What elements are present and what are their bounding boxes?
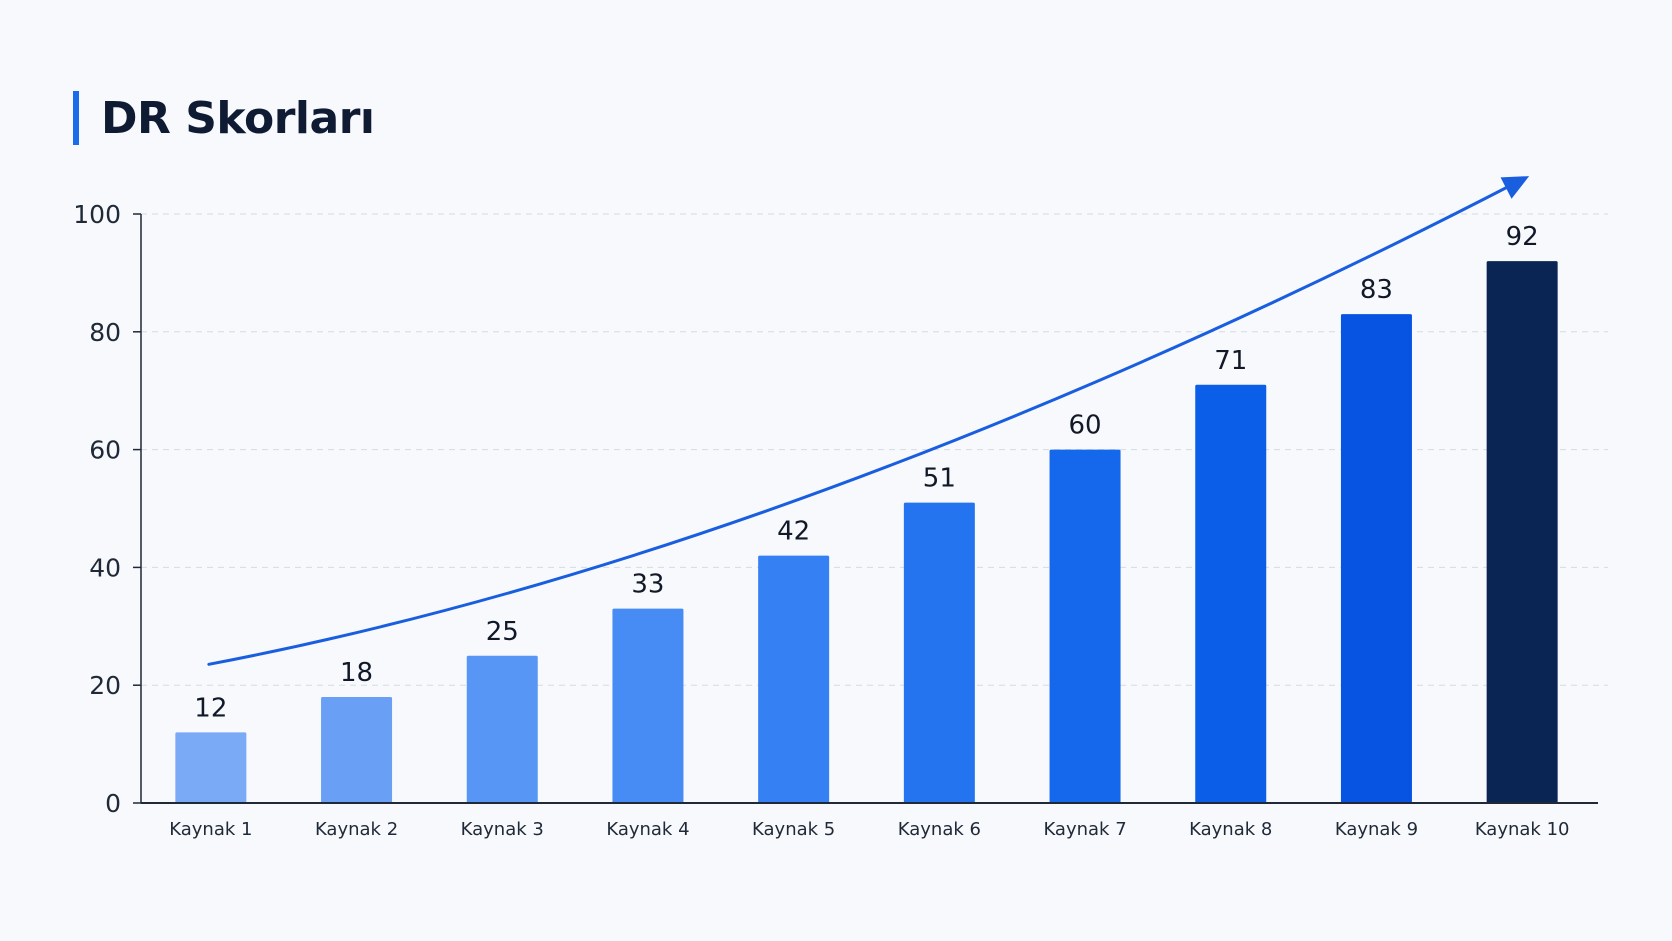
y-tick-label: 100: [73, 200, 121, 229]
y-tick-label: 40: [89, 553, 121, 582]
trend-arrowhead: [1500, 176, 1530, 199]
bar: [175, 732, 247, 803]
bar: [466, 655, 538, 803]
bar: [1340, 314, 1412, 803]
data-label: 25: [486, 617, 519, 647]
x-tick-label: Kaynak 10: [1475, 819, 1570, 840]
bar: [1049, 449, 1121, 803]
bar: [1195, 384, 1267, 803]
x-tick-label: Kaynak 9: [1335, 819, 1418, 840]
x-tick-label: Kaynak 1: [169, 819, 252, 840]
labels: 0 20 40 60 80 100 12 Kaynak 1 18 Kaynak 2 25 Kaynak…: [73, 200, 1569, 840]
bar: [321, 696, 393, 803]
x-tick-label: Kaynak 8: [1189, 819, 1272, 840]
y-tick-label: 20: [89, 671, 121, 700]
data-label: 71: [1214, 346, 1247, 376]
y-tick-label: 60: [89, 436, 121, 465]
data-label: 83: [1360, 275, 1393, 305]
x-tick-label: Kaynak 4: [606, 819, 689, 840]
x-tick-label: Kaynak 6: [898, 819, 981, 840]
bars: [175, 261, 1558, 803]
chart-title: DR Skorları: [101, 92, 375, 144]
bar: [903, 502, 975, 803]
axes: [133, 213, 1598, 804]
x-tick-label: Kaynak 5: [752, 819, 835, 840]
data-label: 60: [1069, 411, 1102, 441]
data-label: 12: [194, 693, 227, 723]
bar: [612, 608, 684, 803]
x-tick-label: Kaynak 3: [461, 819, 544, 840]
chart-title-block: DR Skorları: [73, 90, 375, 146]
title-accent-bar: [73, 91, 79, 145]
data-label: 42: [777, 517, 810, 547]
y-tick-label: 80: [89, 318, 121, 347]
data-label: 51: [923, 464, 956, 494]
data-label: 33: [631, 570, 664, 600]
data-label: 92: [1506, 222, 1539, 252]
bar: [758, 555, 830, 803]
trend-arrow: [207, 176, 1530, 666]
y-tick-label: 0: [105, 789, 121, 818]
x-tick-label: Kaynak 2: [315, 819, 398, 840]
trend-line: [207, 182, 1515, 666]
x-tick-label: Kaynak 7: [1043, 819, 1126, 840]
bar: [1486, 261, 1558, 803]
data-label: 18: [340, 658, 373, 688]
